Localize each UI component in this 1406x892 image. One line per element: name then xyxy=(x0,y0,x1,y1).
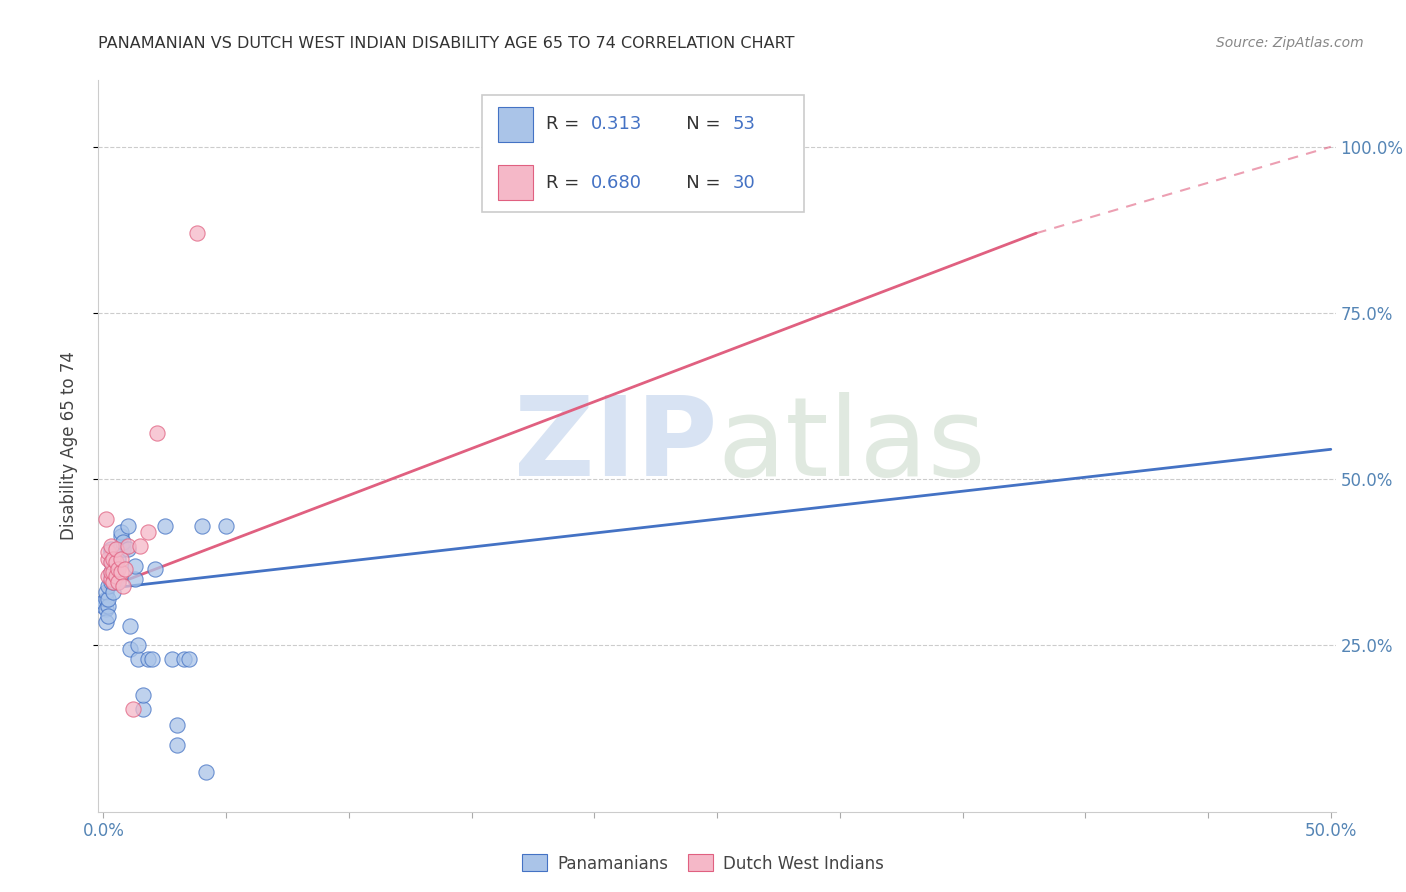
Point xyxy=(91,595,114,609)
Point xyxy=(179,652,201,666)
Point xyxy=(186,226,208,240)
Point xyxy=(101,566,124,580)
Point xyxy=(117,539,139,553)
Point xyxy=(100,539,122,553)
Point xyxy=(104,562,127,576)
Point xyxy=(107,562,129,576)
Point xyxy=(124,572,146,586)
Point xyxy=(100,572,122,586)
Point xyxy=(101,555,124,569)
Point xyxy=(120,618,142,632)
Point xyxy=(111,535,134,549)
Text: Source: ZipAtlas.com: Source: ZipAtlas.com xyxy=(1216,36,1364,50)
Point xyxy=(97,608,120,623)
Point xyxy=(101,585,124,599)
Point xyxy=(107,575,129,590)
Point xyxy=(117,542,139,557)
Point xyxy=(110,529,132,543)
Point xyxy=(136,652,159,666)
Point xyxy=(127,652,149,666)
Point xyxy=(101,552,124,566)
Point xyxy=(97,591,120,606)
Point xyxy=(160,652,183,666)
Point xyxy=(101,575,124,590)
Point xyxy=(136,525,159,540)
Point xyxy=(110,525,132,540)
Point xyxy=(143,562,166,576)
Point xyxy=(100,566,122,580)
Legend: Panamanians, Dutch West Indians: Panamanians, Dutch West Indians xyxy=(516,847,890,880)
Point xyxy=(215,518,238,533)
Point xyxy=(141,652,163,666)
Point xyxy=(166,718,188,732)
Point xyxy=(114,562,136,576)
Point xyxy=(97,599,120,613)
Point xyxy=(104,542,127,557)
Point xyxy=(110,566,132,580)
Point xyxy=(107,552,129,566)
Point xyxy=(104,555,127,569)
Point xyxy=(111,579,134,593)
Point xyxy=(94,602,117,616)
Point xyxy=(101,562,124,576)
Point xyxy=(110,552,132,566)
Point xyxy=(104,568,127,582)
Point xyxy=(91,599,114,613)
Point xyxy=(153,518,176,533)
Point xyxy=(94,591,117,606)
Point xyxy=(120,641,142,656)
Text: atlas: atlas xyxy=(717,392,986,500)
Point xyxy=(110,539,132,553)
Point xyxy=(124,558,146,573)
Point xyxy=(146,425,169,440)
Point xyxy=(111,542,134,557)
Point xyxy=(173,652,195,666)
Y-axis label: Disability Age 65 to 74: Disability Age 65 to 74 xyxy=(59,351,77,541)
Point xyxy=(131,701,153,715)
Point xyxy=(97,579,120,593)
Point xyxy=(94,615,117,630)
Point xyxy=(100,545,122,559)
Point xyxy=(100,555,122,569)
Point xyxy=(100,555,122,569)
Point xyxy=(100,566,122,580)
Text: ZIP: ZIP xyxy=(513,392,717,500)
Point xyxy=(104,572,127,586)
Point xyxy=(195,764,218,779)
Point xyxy=(97,545,120,559)
Point xyxy=(166,738,188,752)
Point xyxy=(100,568,122,582)
Point xyxy=(107,575,129,590)
Point xyxy=(94,512,117,526)
Point xyxy=(100,575,122,590)
Point xyxy=(131,689,153,703)
Point xyxy=(97,568,120,582)
Point xyxy=(190,518,212,533)
Point xyxy=(117,518,139,533)
Point xyxy=(127,639,149,653)
Point xyxy=(101,568,124,582)
Point xyxy=(94,585,117,599)
Point xyxy=(121,701,143,715)
Point xyxy=(101,575,124,590)
Point xyxy=(97,552,120,566)
Point xyxy=(100,542,122,557)
Point xyxy=(129,539,152,553)
Text: PANAMANIAN VS DUTCH WEST INDIAN DISABILITY AGE 65 TO 74 CORRELATION CHART: PANAMANIAN VS DUTCH WEST INDIAN DISABILI… xyxy=(98,36,794,51)
Point xyxy=(101,549,124,563)
